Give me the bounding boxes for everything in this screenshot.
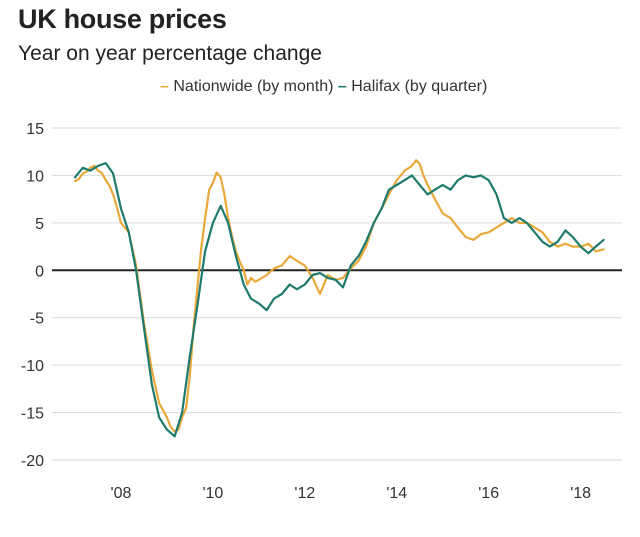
legend-label-nationwide: Nationwide (by month) xyxy=(173,78,334,95)
y-tick-label: -20 xyxy=(21,453,44,470)
y-tick-label: -10 xyxy=(21,358,44,375)
x-tick-label: '18 xyxy=(570,485,591,502)
x-tick-label: '08 xyxy=(111,485,132,502)
chart-subtitle: Year on year percentage change xyxy=(18,42,322,65)
y-tick-label: 5 xyxy=(35,216,44,233)
x-tick-label: '10 xyxy=(202,485,223,502)
legend-label-halifax: Halifax (by quarter) xyxy=(351,78,488,95)
y-tick-label: 15 xyxy=(26,121,44,138)
x-tick-label: '12 xyxy=(294,485,315,502)
y-tick-label: -15 xyxy=(21,406,44,423)
x-tick-label: '16 xyxy=(478,485,499,502)
series-line-halifax xyxy=(73,162,605,438)
series-lines xyxy=(73,159,605,438)
legend: – Nationwide (by month) – Halifax (by qu… xyxy=(160,78,487,96)
y-axis-ticks: 15 10 5 0 -5 -10 -15 -20 xyxy=(21,121,44,470)
legend-swatch-nationwide: – xyxy=(160,78,169,95)
x-axis-ticks: '08 '10 '12 '14 '16 '18 xyxy=(111,485,592,502)
chart-title: UK house prices xyxy=(18,4,227,34)
gridlines xyxy=(52,127,622,461)
y-tick-label: 0 xyxy=(35,263,44,280)
legend-swatch-halifax: – xyxy=(337,78,347,95)
y-tick-label: 10 xyxy=(26,168,44,185)
y-tick-label: -5 xyxy=(30,311,44,328)
x-tick-label: '14 xyxy=(386,485,407,502)
